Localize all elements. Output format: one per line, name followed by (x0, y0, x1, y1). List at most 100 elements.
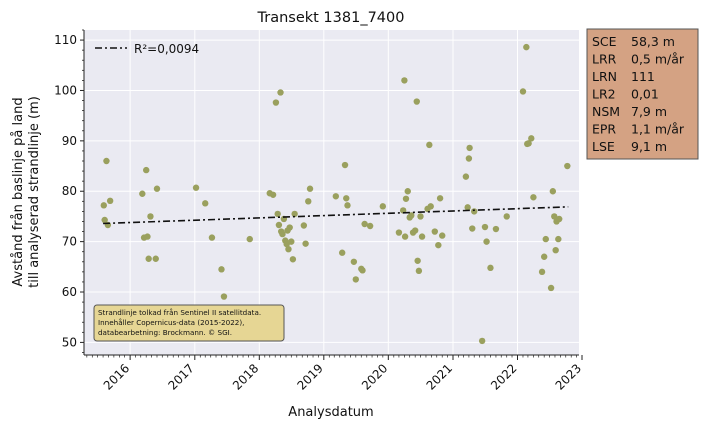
stats-value: 9,1 m (631, 139, 667, 154)
data-point (338, 249, 346, 256)
trendline (103, 206, 569, 225)
data-point (549, 188, 557, 195)
data-point (218, 266, 225, 273)
data-note: Strandlinje tolkad från Sentinel II sate… (93, 304, 285, 342)
data-point (492, 225, 500, 233)
y-tick-label: 80 (62, 184, 77, 198)
data-point (401, 233, 409, 240)
data-point (352, 276, 359, 283)
data-point (431, 228, 438, 235)
data-point (291, 210, 298, 218)
data-note-box (93, 304, 285, 342)
y-tick-label: 100 (54, 83, 77, 97)
y-tick-label: 90 (62, 134, 77, 148)
data-point (274, 210, 281, 218)
data-point (269, 191, 277, 198)
data-point (487, 264, 494, 272)
data-point (152, 255, 159, 262)
stats-key: EPR (592, 122, 616, 137)
data-point (379, 203, 387, 210)
data-point (343, 195, 350, 202)
data-point (145, 255, 152, 262)
data-point (286, 224, 293, 231)
data-point (341, 161, 349, 169)
y-tick-label: 110 (54, 33, 77, 47)
data-point (408, 212, 415, 219)
chart-title: Transekt 1381_7400 (257, 10, 405, 26)
data-point (144, 233, 151, 240)
stats-key: LRN (592, 69, 617, 84)
data-point (523, 43, 530, 51)
data-point (525, 140, 532, 147)
data-point (344, 202, 351, 209)
data-point (462, 173, 470, 180)
data-point (103, 157, 110, 165)
legend-trendline-label: R²=0,0094 (134, 42, 199, 56)
y-axis-label-line-2: till analyserad strandlinje (m) (27, 96, 42, 288)
stats-value: 111 (631, 69, 655, 84)
data-point (208, 234, 216, 241)
data-point (275, 221, 283, 229)
data-point (106, 197, 114, 205)
data-point (542, 235, 549, 243)
data-point (478, 337, 486, 345)
data-point (427, 203, 434, 210)
data-point (402, 195, 410, 202)
legend: R²=0,0094 (95, 42, 199, 56)
data-point (395, 229, 403, 236)
grid-lines (84, 30, 583, 355)
data-point (288, 238, 295, 245)
stats-box: SCE 58,3 m LRR 0,5 m/år LRN 111 LR2 0,01 NSM 7,9 … (586, 28, 699, 160)
data-point (305, 198, 312, 205)
data-point (414, 257, 421, 264)
data-point (552, 246, 559, 254)
data-point (465, 155, 473, 162)
stats-key: LSE (592, 139, 615, 154)
x-tick-label: 2021 (424, 361, 455, 392)
data-point (285, 245, 292, 253)
data-point (471, 208, 478, 215)
data-point (361, 220, 368, 228)
stats-value: 1,1 m/år (631, 122, 685, 137)
y-tick-label: 50 (62, 335, 77, 349)
data-point (147, 213, 154, 220)
data-point (439, 232, 446, 239)
data-point (551, 213, 558, 220)
plot-area (84, 30, 579, 355)
data-point (415, 267, 423, 275)
stats-box-bg (586, 28, 699, 160)
x-axis-label: Analysdatum (288, 405, 373, 420)
data-point (332, 193, 340, 200)
trendline-group (103, 206, 569, 225)
data-point (436, 195, 444, 202)
data-point (483, 238, 490, 245)
data-point (277, 89, 284, 96)
data-point (435, 241, 442, 249)
data-point (528, 135, 535, 142)
data-point (503, 213, 510, 220)
data-point (530, 194, 537, 201)
y-tick-label: 60 (62, 285, 77, 299)
data-point (556, 215, 563, 223)
x-tick-label: 2018 (230, 361, 261, 392)
data-point (555, 235, 562, 243)
x-tick-label: 2020 (359, 361, 390, 392)
data-point (202, 200, 209, 207)
data-point (272, 99, 280, 106)
data-point (411, 227, 419, 234)
stats-key: LR2 (592, 87, 616, 102)
data-point (153, 185, 161, 192)
data-point (469, 225, 476, 232)
data-point (100, 202, 107, 209)
data-point (192, 184, 200, 191)
x-tick-label: 2022 (488, 361, 519, 392)
data-point (139, 190, 146, 197)
x-tick-label: 2017 (165, 361, 196, 392)
data-note-line-2: Innehåller Copernicus-data (2015-2022), (98, 318, 244, 327)
data-point (540, 253, 548, 260)
data-point (466, 144, 473, 152)
data-point (464, 204, 471, 211)
x-tick-label: 2023 (553, 361, 584, 392)
stats-key: NSM (592, 104, 620, 119)
